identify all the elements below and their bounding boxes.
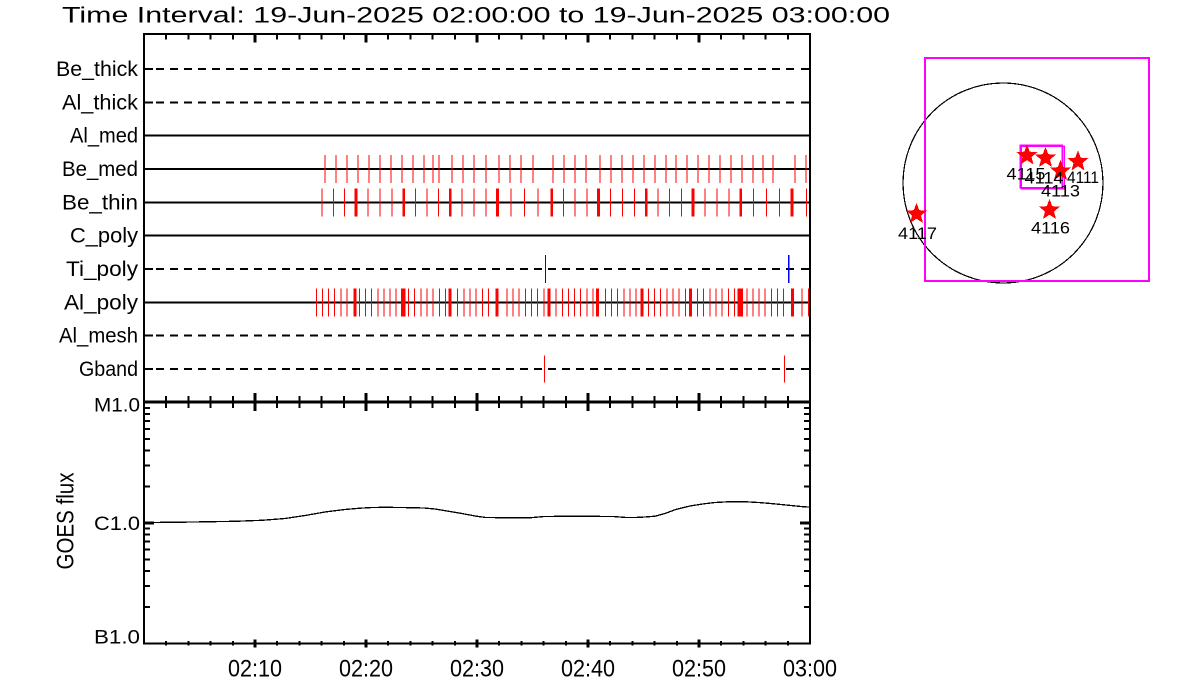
- svg-text:C_poly: C_poly: [70, 225, 139, 248]
- svg-text:02:50: 02:50: [672, 656, 726, 683]
- svg-text:02:40: 02:40: [561, 656, 615, 683]
- svg-text:M1.0: M1.0: [94, 396, 140, 417]
- svg-text:B1.0: B1.0: [94, 628, 140, 649]
- svg-text:Be_med: Be_med: [62, 158, 138, 181]
- svg-text:4117: 4117: [898, 224, 937, 243]
- svg-text:02:30: 02:30: [450, 656, 504, 683]
- svg-text:Gband: Gband: [79, 358, 138, 381]
- svg-text:02:20: 02:20: [339, 656, 393, 683]
- svg-text:03:00: 03:00: [783, 656, 837, 683]
- svg-text:4115: 4115: [1007, 165, 1046, 184]
- svg-text:4111: 4111: [1067, 168, 1099, 187]
- svg-text:Be_thick: Be_thick: [56, 58, 139, 81]
- svg-text:Al_thick: Al_thick: [62, 91, 139, 114]
- svg-text:4114: 4114: [1025, 169, 1064, 188]
- svg-text:Al_med: Al_med: [70, 125, 138, 148]
- svg-text:Ti_poly: Ti_poly: [66, 258, 139, 281]
- svg-text:Al_mesh: Al_mesh: [59, 325, 138, 348]
- svg-text:C1.0: C1.0: [94, 514, 140, 535]
- svg-text:4113: 4113: [1041, 182, 1080, 201]
- svg-text:4116: 4116: [1031, 219, 1070, 238]
- svg-text:Al_poly: Al_poly: [64, 291, 139, 314]
- svg-text:02:10: 02:10: [228, 656, 282, 683]
- svg-text:Be_thin: Be_thin: [62, 191, 138, 214]
- svg-text:GOES flux: GOES flux: [53, 473, 80, 570]
- svg-text:Time Interval: 19-Jun-2025 02:: Time Interval: 19-Jun-2025 02:00:00 to 1…: [62, 3, 890, 28]
